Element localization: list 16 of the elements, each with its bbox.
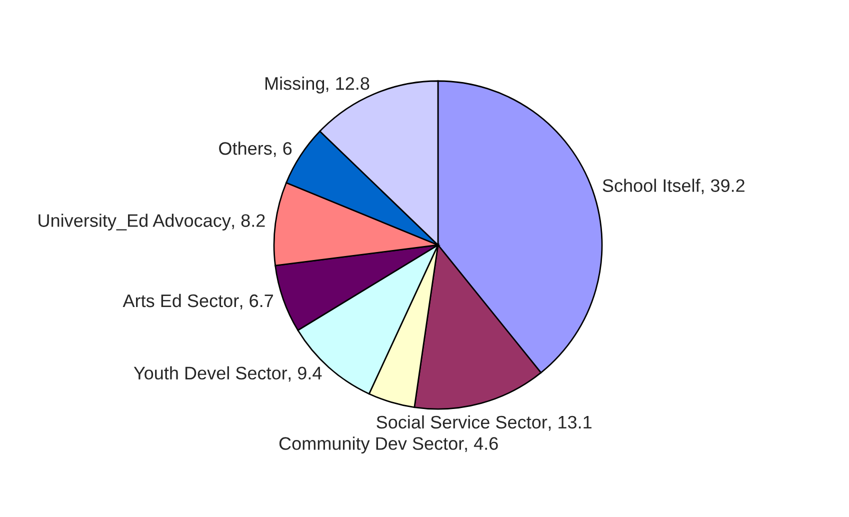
slice-label: University_Ed Advocacy (38, 214, 231, 231)
data-label: , 9.4 (288, 366, 322, 382)
slice-label: Youth Devel Sector (134, 366, 288, 380)
data-label: , 8.2 (232, 214, 265, 230)
slice-label: School Itself (602, 178, 700, 192)
data-label: , 39.2 (702, 179, 744, 194)
data-label: , 13.1 (548, 416, 592, 431)
data-label: , 6 (274, 142, 292, 157)
data-label: , 12.8 (326, 77, 370, 92)
slice-label: Missing (265, 76, 324, 94)
data-label: , 4.6 (465, 437, 498, 452)
slice-label: Others (219, 142, 272, 155)
slice-label: Community Dev Sector (279, 436, 464, 454)
data-label: , 6.7 (240, 294, 273, 310)
slice-label: Arts Ed Sector (122, 294, 239, 308)
slice-label: Social Service Sector (376, 415, 548, 429)
